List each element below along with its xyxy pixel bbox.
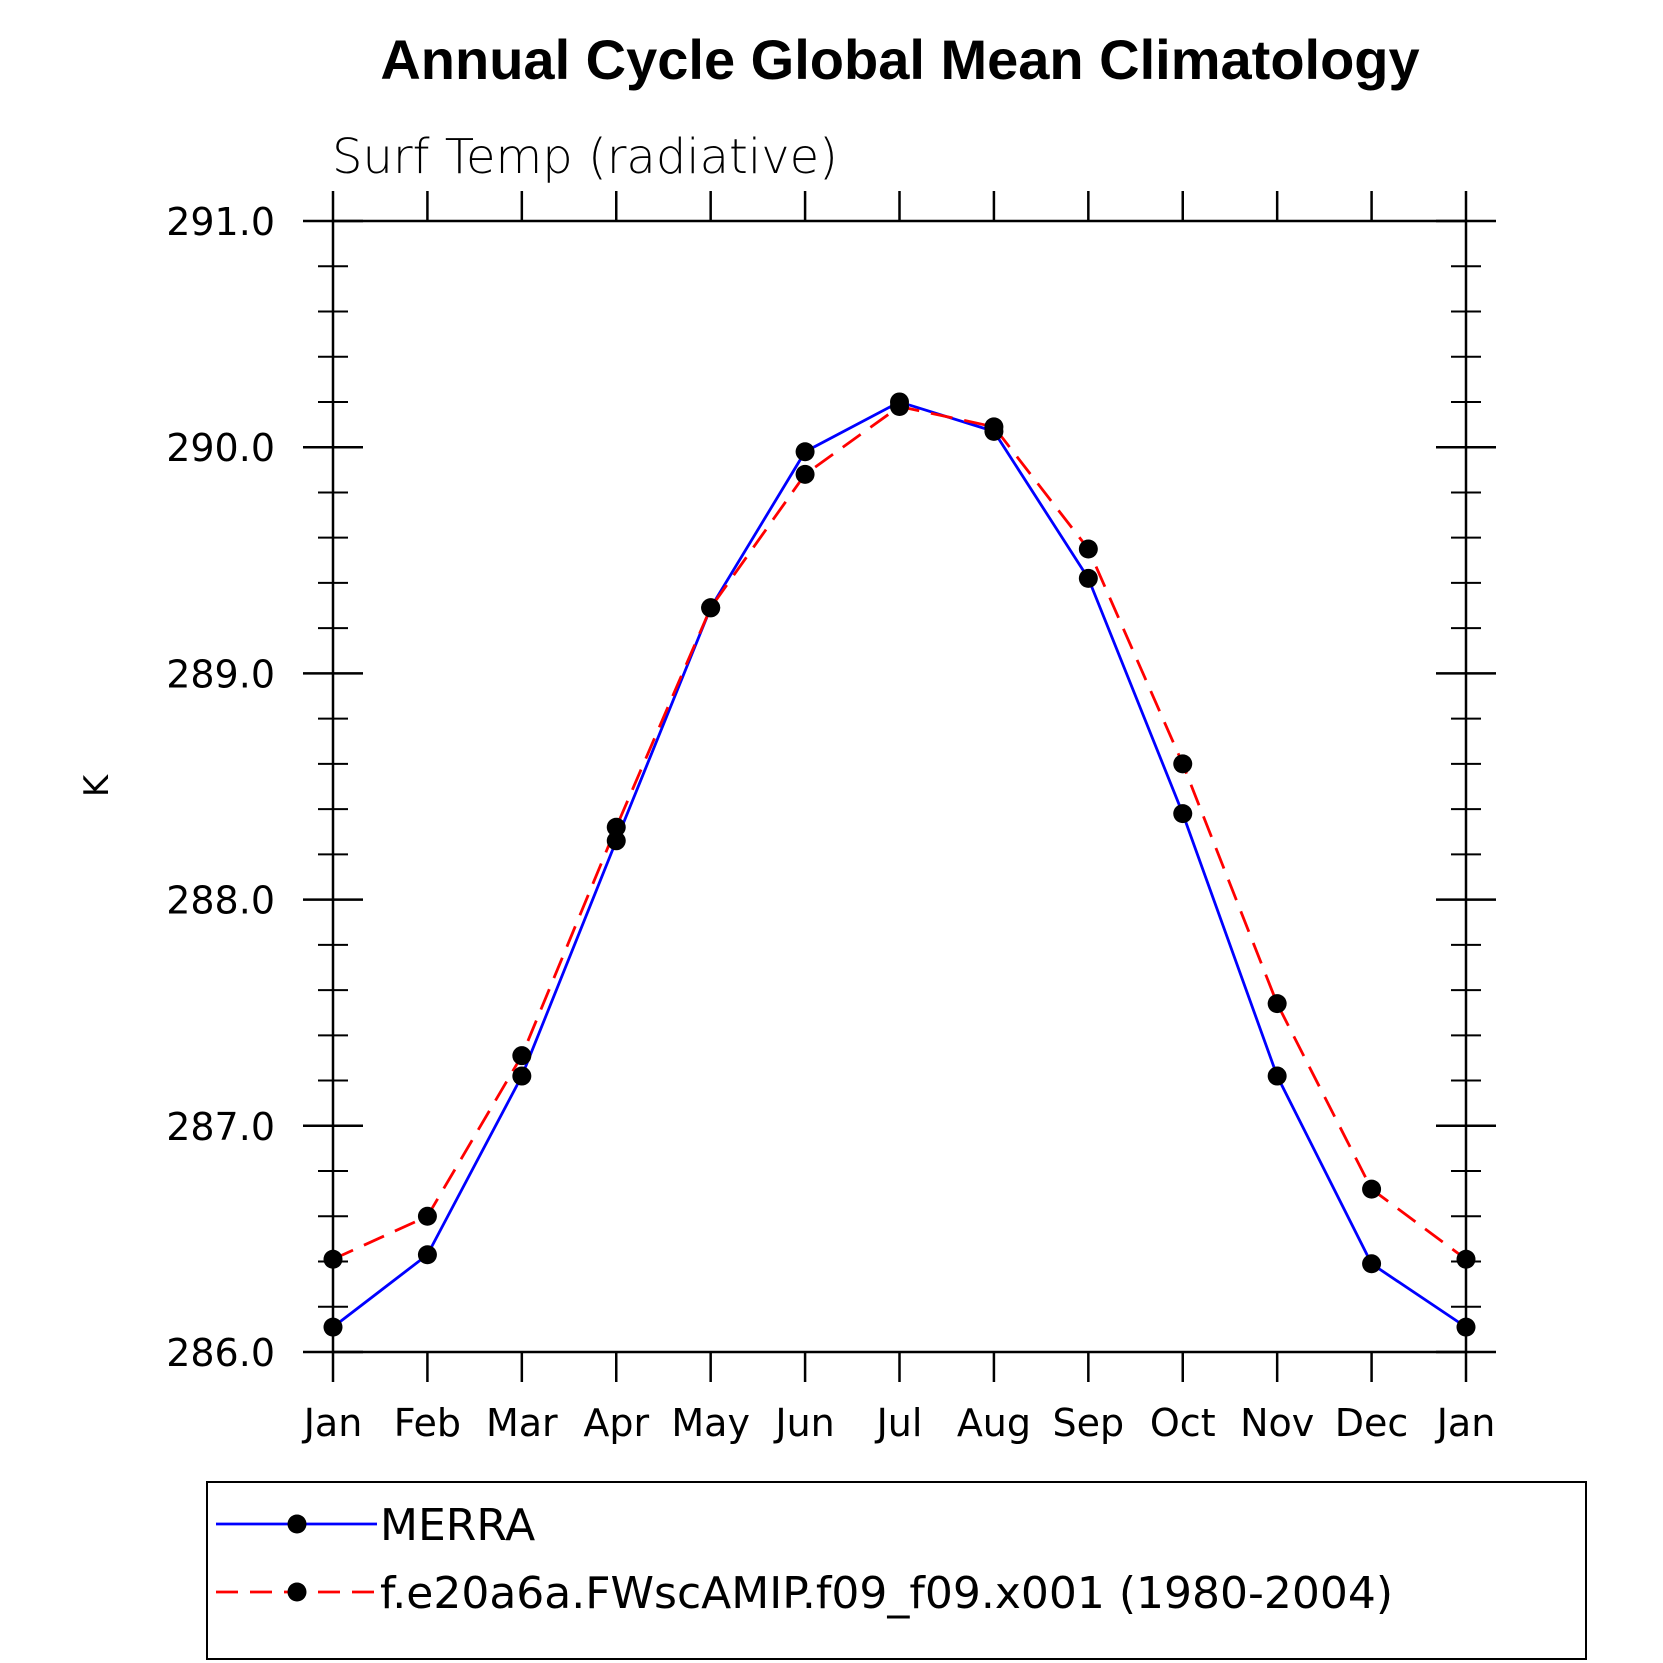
data-point-series-2 xyxy=(323,1249,343,1269)
x-tick-label: Jan xyxy=(302,1401,363,1445)
data-point-series-1 xyxy=(512,1066,532,1086)
legend-label-2: f.e20a6a.FWscAMIP.f09_f09.x001 (1980-200… xyxy=(380,1568,1393,1619)
x-tick-label: May xyxy=(671,1401,750,1445)
data-point-series-1 xyxy=(1456,1317,1476,1337)
axes: Jan Feb Mar Apr May Jun Jul Aug Sep Oct Nov Dec Jan 2… xyxy=(166,191,1496,1445)
data-point-series-2 xyxy=(795,464,815,484)
legend-marker-2 xyxy=(287,1582,307,1602)
x-tick-label: Sep xyxy=(1053,1401,1125,1445)
legend-label-1: MERRA xyxy=(380,1500,535,1551)
y-axis-label: K xyxy=(77,773,117,797)
chart-subtitle: Surf Temp (radiative) xyxy=(332,129,838,185)
x-tick-label: Jun xyxy=(773,1401,834,1445)
data-point-series-1 xyxy=(1267,1066,1287,1086)
data-point-series-2 xyxy=(1362,1179,1382,1199)
data-point-series-1 xyxy=(1078,568,1098,588)
data-point-series-2 xyxy=(701,598,721,618)
plot-frame xyxy=(331,219,1468,1354)
x-tick-label: Aug xyxy=(957,1401,1031,1445)
x-tick-label: Feb xyxy=(394,1401,461,1445)
y-tick-label: 288.0 xyxy=(166,879,275,923)
data-point-series-2 xyxy=(512,1046,532,1066)
series-layer xyxy=(323,392,1476,1337)
y-tick-label: 287.0 xyxy=(166,1105,275,1149)
data-point-series-2 xyxy=(1173,754,1193,774)
x-tick-label: Apr xyxy=(583,1401,649,1445)
data-point-series-1 xyxy=(1362,1254,1382,1274)
data-point-series-2 xyxy=(1078,539,1098,559)
x-tick-label: Oct xyxy=(1150,1401,1216,1445)
x-tick-label: Jul xyxy=(875,1401,923,1445)
y-tick-label: 291.0 xyxy=(166,200,275,244)
legend: MERRA f.e20a6a.FWscAMIP.f09_f09.x001 (198… xyxy=(216,1500,1393,1619)
x-tick-label: Nov xyxy=(1240,1401,1314,1445)
data-point-series-2 xyxy=(984,417,1004,437)
series-line-2 xyxy=(332,404,1467,1261)
data-point-series-1 xyxy=(1173,804,1193,824)
data-point-series-1 xyxy=(606,831,626,851)
data-point-series-2 xyxy=(890,396,909,416)
data-point-series-2 xyxy=(606,817,626,837)
series-line-1 xyxy=(332,400,1467,1329)
x-tick-label: Dec xyxy=(1335,1401,1409,1445)
y-tick-label: 289.0 xyxy=(166,652,275,696)
chart-title: Annual Cycle Global Mean Climatology xyxy=(380,28,1419,91)
data-point-series-2 xyxy=(1267,994,1287,1014)
data-point-series-2 xyxy=(417,1206,437,1226)
data-point-series-2 xyxy=(1456,1249,1476,1269)
data-point-series-1 xyxy=(417,1245,437,1265)
x-tick-label: Mar xyxy=(486,1401,558,1445)
y-tick-label: 286.0 xyxy=(166,1331,275,1375)
legend-marker-1 xyxy=(287,1514,307,1534)
data-point-series-1 xyxy=(795,442,815,462)
data-point-series-1 xyxy=(323,1317,343,1337)
x-tick-label: Jan xyxy=(1435,1401,1496,1445)
y-tick-label: 290.0 xyxy=(166,426,275,470)
legend-box xyxy=(206,1481,1587,1660)
